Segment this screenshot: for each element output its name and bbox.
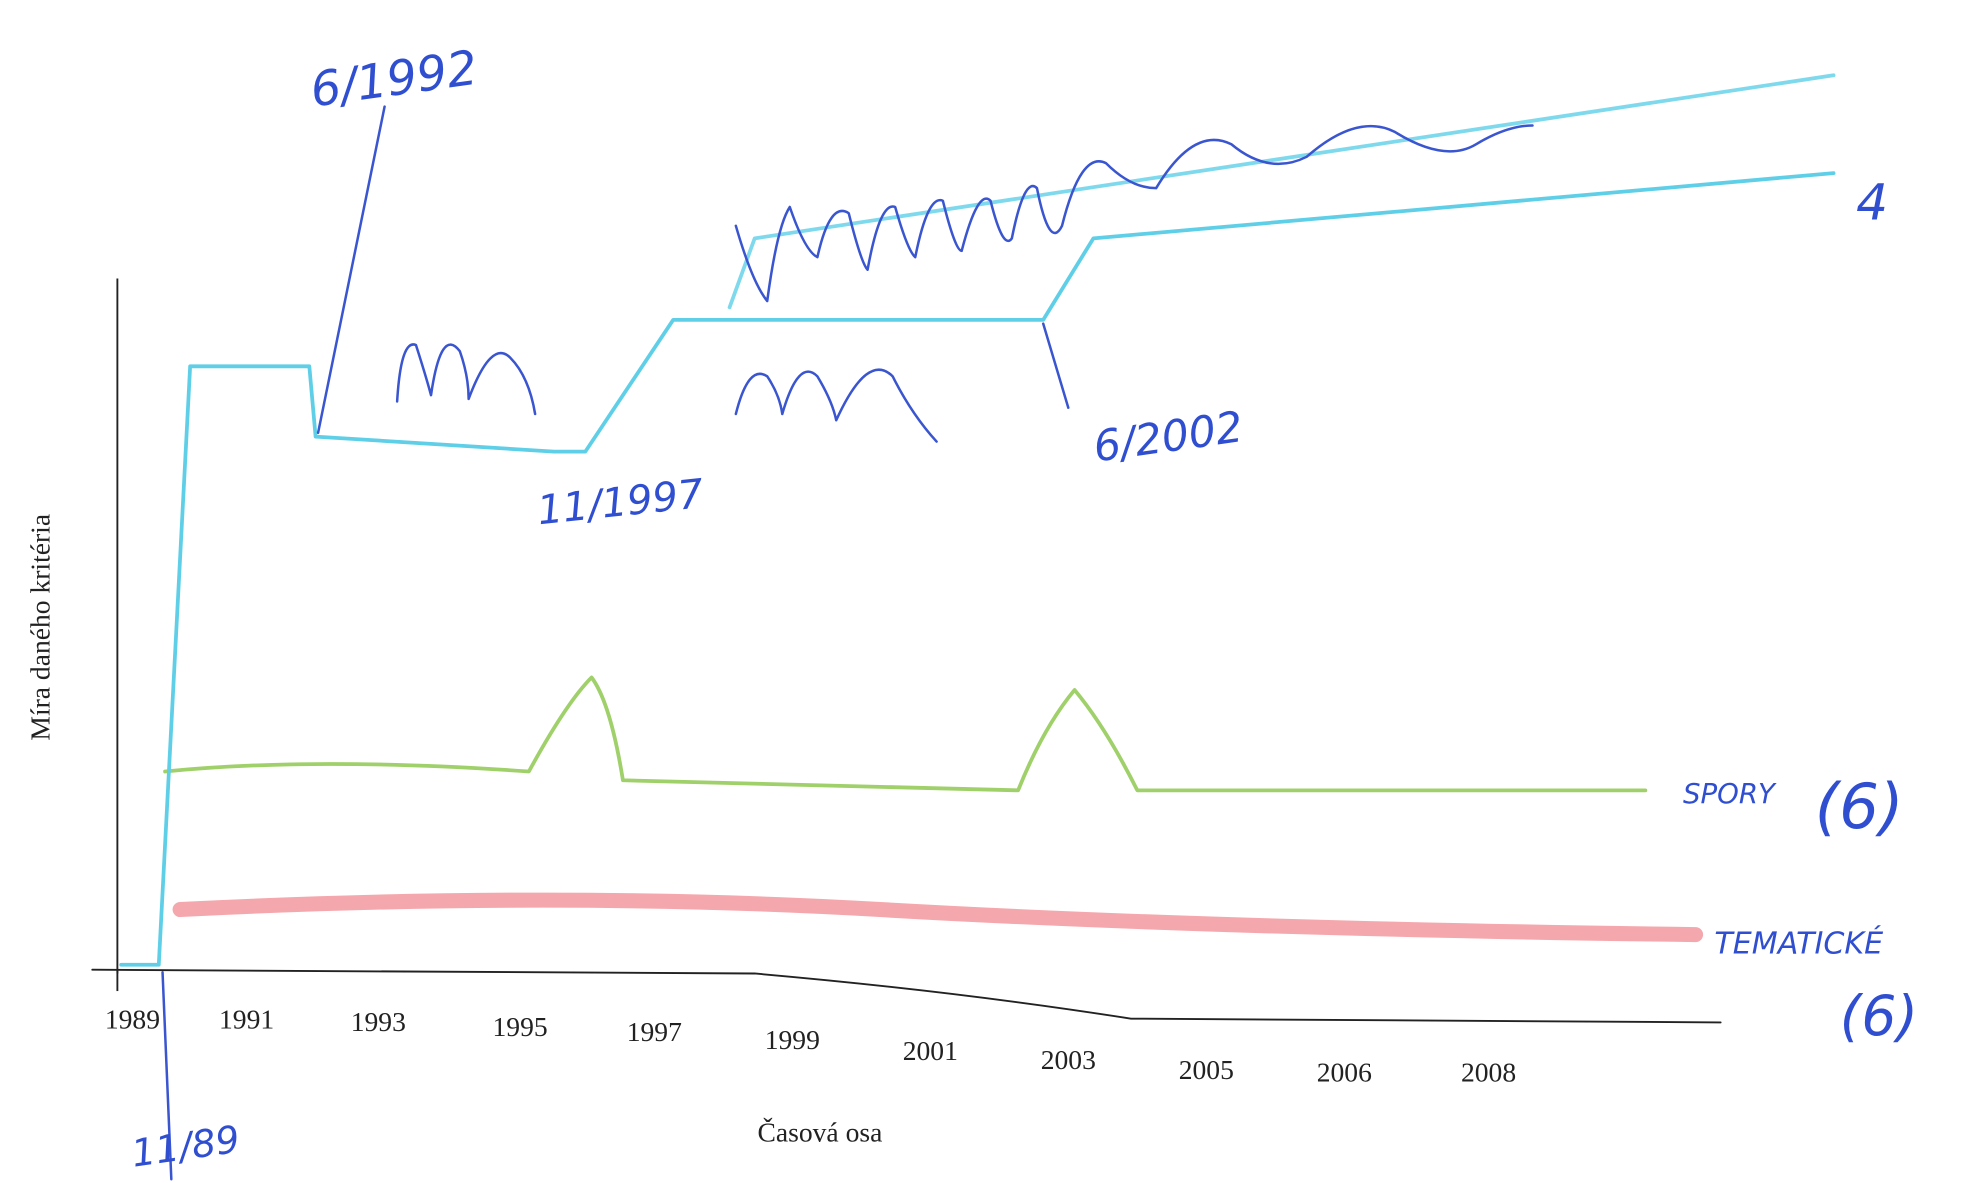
pointer — [1041, 322, 1070, 409]
x-axis — [91, 968, 1722, 1024]
y-axis-label: Míra daného kritéria — [25, 514, 56, 741]
annotation: 11/1997 — [535, 471, 706, 534]
red-line — [172, 892, 1704, 943]
annotation: 11/89 — [129, 1117, 243, 1176]
green-line — [163, 675, 1648, 793]
series-label: (6) — [1815, 770, 1904, 843]
x-ticks: 1989 1991 1993 1995 1997 1999 2001 2003 2005 2006… — [105, 1004, 1516, 1088]
x-tick-label: 2001 — [903, 1035, 958, 1066]
x-tick-label: 1989 — [105, 1004, 160, 1035]
x-tick-label: 2006 — [1317, 1056, 1372, 1087]
annotation: 4 — [1856, 173, 1888, 232]
annotation: 6/2002 — [1090, 402, 1246, 472]
x-tick-label: 1993 — [351, 1006, 406, 1037]
cyan-line — [119, 171, 1836, 967]
squiggle — [734, 124, 1534, 303]
squiggle — [395, 343, 537, 416]
x-tick-label: 1999 — [765, 1024, 820, 1055]
cyan-line-upper — [727, 73, 1836, 310]
x-tick-label: 1995 — [492, 1011, 547, 1042]
series-label: TEMATICKÉ — [1714, 925, 1883, 961]
pointer — [161, 970, 173, 1181]
annotation: 6/1992 — [307, 41, 481, 119]
x-tick-label: 2008 — [1461, 1056, 1516, 1087]
x-axis-label: Časová osa — [757, 1117, 882, 1148]
x-tick-label: 2003 — [1041, 1044, 1096, 1075]
x-tick-label: 1997 — [627, 1016, 682, 1047]
x-tick-label: 2005 — [1179, 1054, 1234, 1085]
pointer — [316, 105, 386, 435]
series-label: (6) — [1840, 985, 1918, 1049]
series-label: SPORY — [1683, 777, 1777, 810]
x-tick-label: 1991 — [219, 1004, 274, 1035]
squiggle — [734, 368, 938, 443]
